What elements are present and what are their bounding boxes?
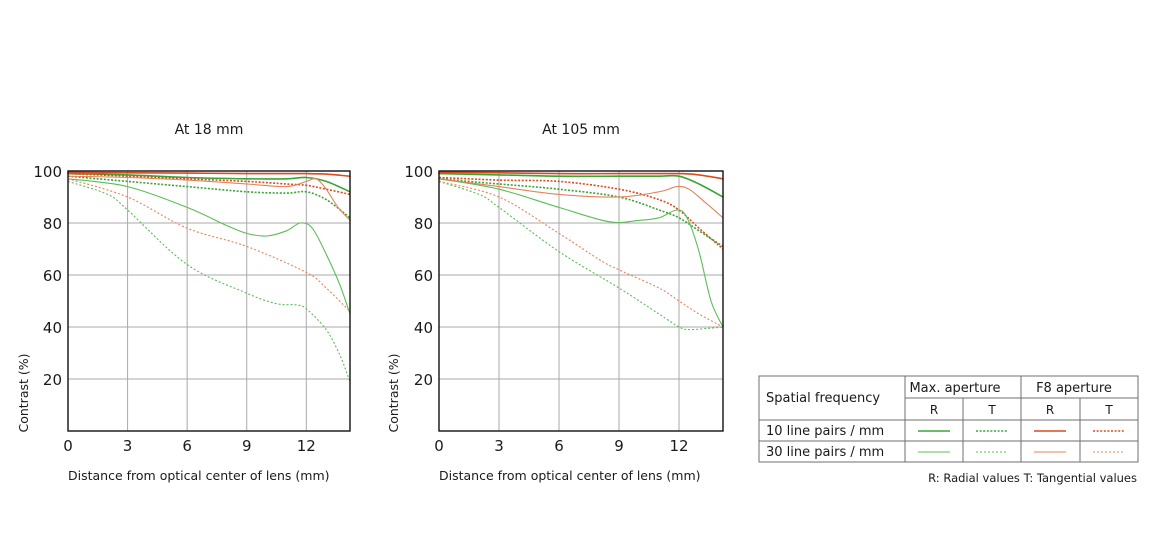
- series-line-30lp-max-t: [438, 180, 724, 331]
- series-line-10lp-f8-r: [67, 171, 351, 177]
- series-line-30lp-f8-r: [67, 175, 351, 221]
- legend-table: Spatial frequency Max. aperture F8 apert…: [758, 375, 1139, 485]
- chart-title: At 18 mm: [175, 122, 244, 138]
- y-tick-label: 80: [414, 215, 433, 233]
- series-line-30lp-max-r: [67, 178, 351, 315]
- legend-header-label: Spatial frequency: [766, 391, 880, 406]
- series-line-10lp-max-r: [67, 172, 351, 193]
- y-tick-label: 40: [43, 319, 62, 337]
- y-tick-label: 80: [43, 215, 62, 233]
- mtf-chart-105mm: At 105 mm 0 3 6 9 12 20 40 60 80 100 Distance fro…: [386, 122, 724, 483]
- series-line-30lp-max-r: [438, 178, 724, 328]
- chart-title: At 105 mm: [542, 122, 620, 138]
- series-line-30lp-f8-t: [67, 178, 351, 312]
- x-tick-label: 6: [182, 437, 192, 455]
- y-tick-label: 60: [43, 267, 62, 285]
- series-line-30lp-f8-r: [438, 178, 724, 219]
- y-tick-label: 20: [414, 371, 433, 389]
- legend-row-30: 30 line pairs / mm: [766, 445, 884, 460]
- legend-col-r: R: [1046, 403, 1054, 417]
- legend-note: R: Radial values T: Tangential values: [928, 471, 1137, 485]
- series-line-10lp-max-r: [438, 172, 724, 198]
- y-tick-label: 60: [414, 267, 433, 285]
- x-axis-label: Distance from optical center of lens (mm…: [439, 468, 701, 483]
- series-line-10lp-f8-t: [67, 172, 351, 196]
- series-line-30lp-max-t: [67, 180, 351, 382]
- x-tick-label: 0: [434, 437, 444, 455]
- x-tick-label: 6: [554, 437, 564, 455]
- legend-group-max: Max. aperture: [909, 381, 1000, 396]
- series-line-10lp-max-t: [438, 178, 724, 248]
- legend-border: [758, 375, 1139, 463]
- y-tick-label: 40: [414, 319, 433, 337]
- x-tick-label: 9: [614, 437, 624, 455]
- x-tick-label: 0: [63, 437, 73, 455]
- series-line-10lp-max-t: [67, 175, 351, 219]
- x-tick-label: 3: [494, 437, 504, 455]
- y-axis-label: Contrast (%): [386, 353, 401, 432]
- series-line-10lp-f8-r: [438, 171, 724, 180]
- legend-row-10: 10 line pairs / mm: [766, 424, 884, 439]
- y-tick-label: 100: [33, 163, 62, 181]
- legend-col-r: R: [930, 403, 938, 417]
- y-axis-label: Contrast (%): [16, 353, 31, 432]
- legend-col-t: T: [987, 403, 996, 417]
- x-tick-label: 12: [669, 437, 688, 455]
- legend-group-f8: F8 aperture: [1036, 381, 1112, 396]
- plot-frame: [67, 170, 351, 432]
- x-tick-label: 9: [242, 437, 252, 455]
- series-line-10lp-f8-t: [438, 176, 724, 250]
- x-tick-label: 3: [123, 437, 133, 455]
- x-axis-label: Distance from optical center of lens (mm…: [68, 468, 330, 483]
- y-tick-label: 20: [43, 371, 62, 389]
- mtf-chart-18mm: At 18 mm 0 3 6 9 12 20 40 60 80 100 Distance from…: [16, 122, 351, 483]
- series-line-30lp-f8-t: [438, 180, 724, 328]
- legend-col-t: T: [1104, 403, 1113, 417]
- x-tick-label: 12: [297, 437, 316, 455]
- plot-frame: [438, 170, 724, 432]
- y-tick-label: 100: [404, 163, 433, 181]
